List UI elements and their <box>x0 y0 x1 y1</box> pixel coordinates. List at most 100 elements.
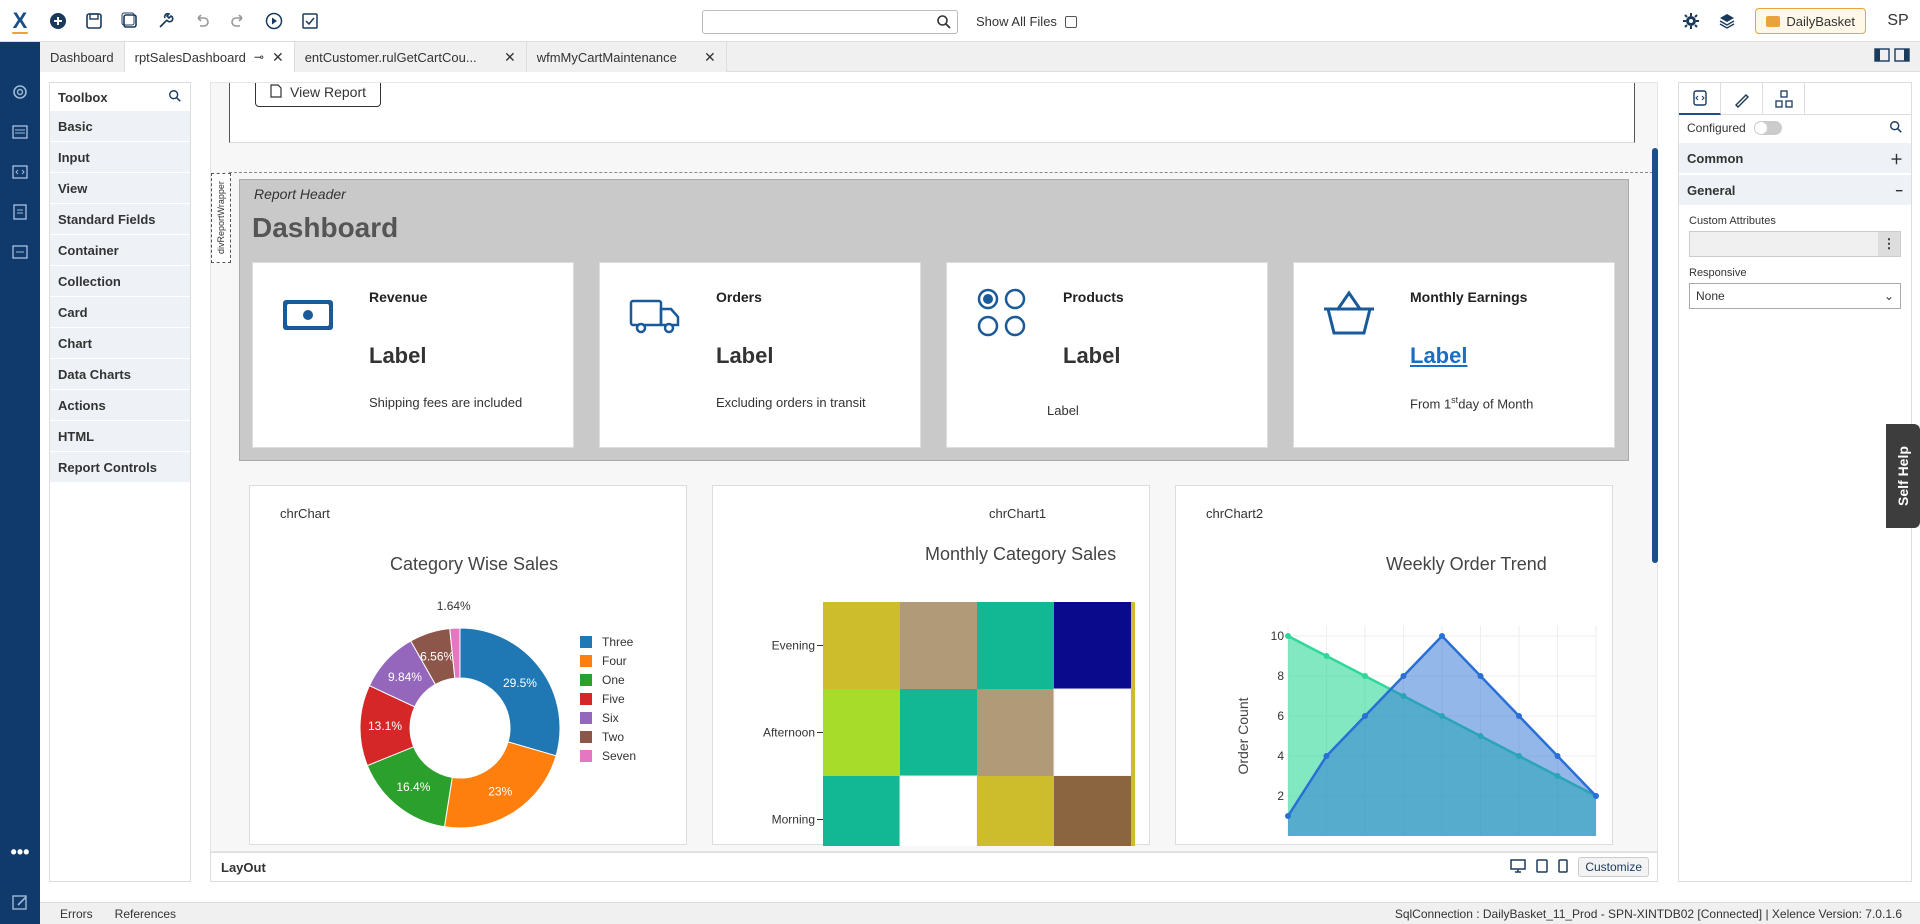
plus-icon[interactable]: ＋ <box>1889 151 1903 167</box>
toolbox-item-view[interactable]: View <box>50 173 190 204</box>
redo-icon[interactable] <box>220 0 256 42</box>
tab-wfmmycartmaintenance[interactable]: wfmMyCartMaintenance ✕ <box>526 42 727 72</box>
toolbox-item-card[interactable]: Card <box>50 297 190 328</box>
settings-nav-icon[interactable] <box>0 72 40 112</box>
report-nav-icon[interactable] <box>0 192 40 232</box>
heatmap-cell <box>1053 688 1132 777</box>
monthly-earnings-card[interactable]: Monthly Earnings Label From 1stday of Mo… <box>1293 262 1615 448</box>
data-point <box>1516 713 1522 719</box>
responsive-select[interactable]: None ⌄ <box>1689 283 1901 309</box>
gear-icon[interactable] <box>1673 0 1709 42</box>
wrench-icon[interactable] <box>148 0 184 42</box>
canvas-scrollbar[interactable] <box>1652 148 1658 563</box>
kebab-icon[interactable]: ⋮ <box>1878 232 1900 256</box>
layout-tab-icon[interactable] <box>1763 83 1805 115</box>
more-icon[interactable]: ••• <box>10 841 30 862</box>
close-icon[interactable]: ✕ <box>703 48 716 65</box>
search-icon[interactable] <box>1889 120 1903 137</box>
toolbox-item-actions[interactable]: Actions <box>50 390 190 421</box>
publish-icon[interactable] <box>292 0 328 42</box>
tablet-icon[interactable] <box>1536 858 1549 876</box>
attributes-tab-icon[interactable] <box>1679 83 1721 115</box>
search-icon[interactable] <box>936 14 952 33</box>
close-icon[interactable]: ✕ <box>503 48 516 65</box>
search-icon[interactable] <box>168 89 182 106</box>
add-icon[interactable] <box>40 0 76 42</box>
heatmap-cell <box>977 776 1054 846</box>
undo-icon[interactable] <box>184 0 220 42</box>
split-left-icon[interactable] <box>1874 48 1890 65</box>
heatmap-cell <box>1054 602 1131 689</box>
section-general[interactable]: General − <box>1679 175 1911 205</box>
save-all-icon[interactable] <box>112 0 148 42</box>
subtitle-suffix: day of Month <box>1458 396 1534 412</box>
errors-tab[interactable]: Errors <box>60 906 93 921</box>
toolbox-item-data-charts[interactable]: Data Charts <box>50 359 190 390</box>
tab-dashboard[interactable]: Dashboard <box>40 42 125 72</box>
search-input[interactable] <box>702 10 958 34</box>
top-toolbar: X Show All Files DailyBasket SP <box>0 0 1920 42</box>
references-tab[interactable]: References <box>114 906 177 921</box>
configured-row: Configured <box>1679 115 1911 141</box>
chart-card-category-sales[interactable]: chrChart Category Wise Sales 29.5% 23% 16.… <box>249 485 687 845</box>
toolbox-item-chart[interactable]: Chart <box>50 328 190 359</box>
tab-entcustomer[interactable]: entCustomer.rulGetCartCou... ✕ <box>294 42 527 72</box>
show-all-files-checkbox[interactable] <box>1064 15 1077 28</box>
run-icon[interactable] <box>256 0 292 42</box>
toolbox-item-input[interactable]: Input <box>50 142 190 173</box>
report-wrapper-tag[interactable]: divReportWrapper <box>211 173 231 263</box>
save-icon[interactable] <box>76 0 112 42</box>
design-canvas[interactable]: View Report divReportWrapper Report Head… <box>210 82 1658 852</box>
chart-card-weekly-trend[interactable]: chrChart2 Weekly Order Trend 2 4 6 8 10 Order… <box>1175 485 1613 845</box>
close-icon[interactable]: ✕ <box>271 48 284 65</box>
split-right-icon[interactable] <box>1894 48 1910 65</box>
tab-rptsalesdashboard[interactable]: rptSalesDashboard ⊸ ✕ <box>124 42 295 72</box>
data-point <box>1477 673 1484 679</box>
css-nav-icon[interactable] <box>0 232 40 272</box>
document-icon <box>270 83 282 101</box>
pie-label: 9.84% <box>388 670 422 684</box>
toolbox-item-container[interactable]: Container <box>50 235 190 266</box>
customize-button[interactable]: Customize <box>1578 857 1649 877</box>
toolbox-item-report-controls[interactable]: Report Controls <box>50 452 190 483</box>
desktop-icon[interactable] <box>1510 858 1527 876</box>
toolbox-item-collection[interactable]: Collection <box>50 266 190 297</box>
mobile-icon[interactable] <box>1558 858 1569 876</box>
section-common[interactable]: Common ＋ <box>1679 143 1911 173</box>
chart-card-monthly-sales[interactable]: chrChart1 Monthly Category Sales Evening… <box>712 485 1150 846</box>
layout-label: LayOut <box>221 859 266 875</box>
status-bar: Errors References SqlConnection : DailyB… <box>40 902 1920 924</box>
chart-name: chrChart1 <box>989 506 1047 521</box>
configured-toggle[interactable] <box>1753 121 1782 135</box>
circles-icon <box>975 287 1029 341</box>
avatar[interactable]: SP <box>1887 12 1909 29</box>
self-help-tab[interactable]: Self Help <box>1886 424 1920 528</box>
toolbox-item-basic[interactable]: Basic <box>50 111 190 142</box>
edit-nav-icon[interactable] <box>0 882 40 922</box>
card-title: Orders <box>716 289 762 305</box>
app-logo[interactable]: X <box>0 0 40 42</box>
report-header[interactable]: Report Header Dashboard Revenue Label Sh… <box>239 179 1629 461</box>
brush-tab-icon[interactable] <box>1721 83 1763 115</box>
code-nav-icon[interactable] <box>0 152 40 192</box>
pin-icon[interactable]: ⊸ <box>253 50 264 64</box>
products-card[interactable]: Products Label Label <box>946 262 1268 448</box>
pie-label: 13.1% <box>368 719 402 733</box>
custom-attributes-input[interactable]: ⋮ <box>1689 231 1901 257</box>
chart-title: Category Wise Sales <box>390 554 559 574</box>
form-nav-icon[interactable] <box>0 112 40 152</box>
view-report-button[interactable]: View Report <box>255 83 382 107</box>
revenue-card[interactable]: Revenue Label Shipping fees are included <box>252 262 574 448</box>
layers-icon[interactable] <box>1709 0 1745 42</box>
legend-label: Four <box>602 654 627 668</box>
workspace-button[interactable]: DailyBasket <box>1755 8 1866 34</box>
y-tick-label: Evening <box>772 639 815 653</box>
toolbox-item-standard-fields[interactable]: Standard Fields <box>50 204 190 235</box>
minus-icon[interactable]: − <box>1895 182 1903 198</box>
card-value-link[interactable]: Label <box>1410 343 1468 368</box>
pie-label: 6.56% <box>420 650 454 664</box>
toolbox-item-html[interactable]: HTML <box>50 421 190 452</box>
orders-card[interactable]: Orders Label Excluding orders in transit <box>599 262 921 448</box>
y-tick-label: 6 <box>1277 709 1284 723</box>
heatmap-cell <box>977 689 1054 776</box>
